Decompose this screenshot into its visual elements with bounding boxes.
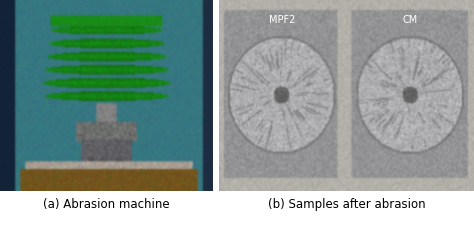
Text: (b) Samples after abrasion: (b) Samples after abrasion [268, 198, 426, 211]
Text: MPF2: MPF2 [269, 15, 295, 25]
Text: CM: CM [403, 15, 418, 25]
Text: (a) Abrasion machine: (a) Abrasion machine [43, 198, 169, 211]
